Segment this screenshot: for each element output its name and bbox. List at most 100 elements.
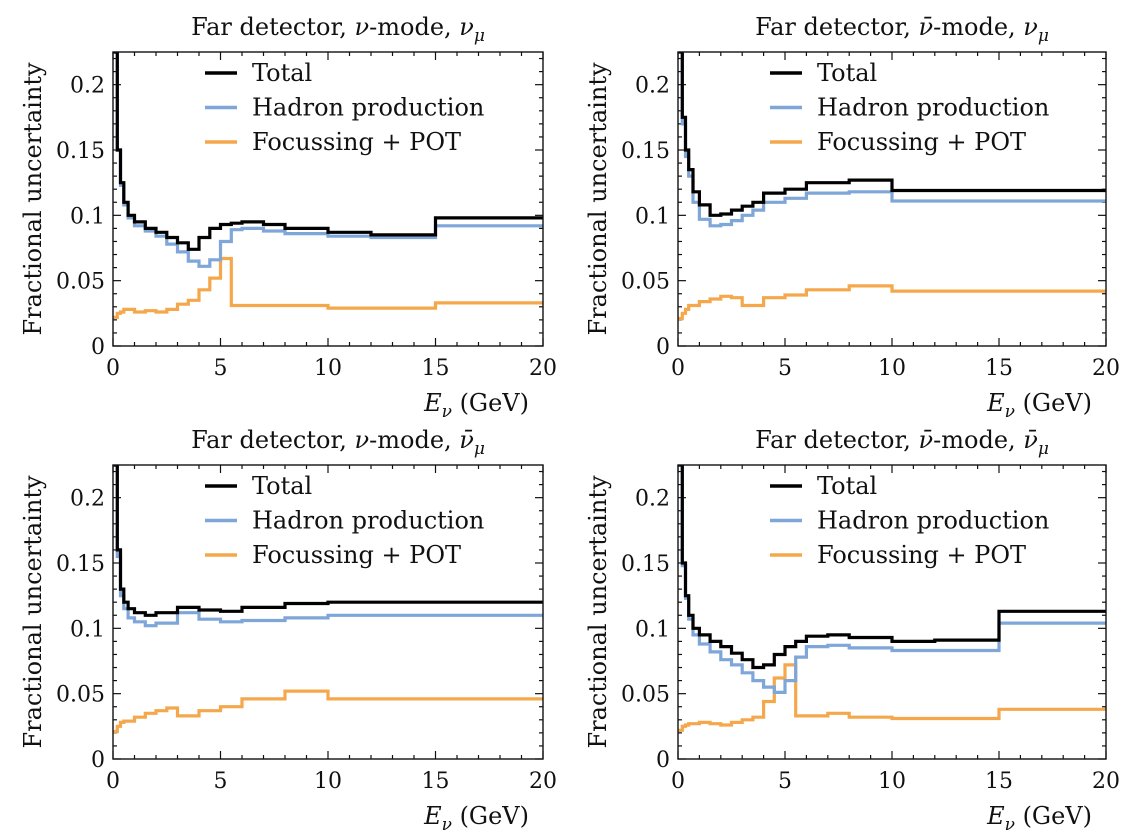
x-tick-label: 15 xyxy=(985,356,1013,381)
x-axis-symbol: E xyxy=(423,389,442,417)
legend-label: Hadron production xyxy=(817,507,1049,535)
x-tick-label: 5 xyxy=(778,356,792,381)
x-tick-label: 15 xyxy=(985,769,1013,794)
y-tick-label: 0.2 xyxy=(635,487,670,512)
x-tick-label: 10 xyxy=(878,769,906,794)
x-tick-label: 0 xyxy=(671,356,685,381)
series-line-total xyxy=(113,465,543,617)
x-axis-unit: (GeV) xyxy=(452,389,529,417)
y-axis-label: Fractional uncertainty xyxy=(584,475,612,748)
legend-label: Focussing + POT xyxy=(817,541,1026,569)
legend-label: Focussing + POT xyxy=(817,128,1026,156)
plot-frame xyxy=(112,51,544,347)
chart-title-subscript: μ xyxy=(474,26,485,46)
x-tick-label: 10 xyxy=(314,356,342,381)
y-tick-label: 0.15 xyxy=(621,552,670,577)
chart-title-part: ν xyxy=(459,13,474,41)
legend-label: Total xyxy=(252,472,312,500)
legend-label: Hadron production xyxy=(252,507,484,535)
x-tick-label: 20 xyxy=(529,769,557,794)
legend-label: Total xyxy=(817,472,877,500)
y-tick-label: 0.05 xyxy=(56,270,105,295)
y-tick-label: 0 xyxy=(656,335,670,360)
chart-title-part: -mode, xyxy=(369,426,459,454)
y-axis-label: Fractional uncertainty xyxy=(19,475,47,748)
chart-title-part: ν xyxy=(355,426,370,454)
chart-title-part: Far detector, xyxy=(755,13,918,41)
y-tick-label: 0 xyxy=(91,335,105,360)
plot-frame xyxy=(112,464,544,760)
chart-title-part: ν̄ xyxy=(919,13,934,41)
chart-title-part: ν̄ xyxy=(1023,426,1038,454)
chart-title-subscript: μ xyxy=(474,439,485,459)
y-tick-label: 0 xyxy=(91,748,105,773)
chart-title: Far detector, ν-mode, νμ xyxy=(191,13,485,46)
y-tick-label: 0.1 xyxy=(635,204,670,229)
x-tick-label: 20 xyxy=(1092,769,1120,794)
x-tick-label: 15 xyxy=(422,356,450,381)
chart-title-part: -mode, xyxy=(369,13,459,41)
legend-label: Total xyxy=(817,59,877,87)
chart-title-subscript: μ xyxy=(1038,439,1049,459)
y-tick-label: 0.15 xyxy=(56,139,105,164)
chart-title-part: -mode, xyxy=(933,13,1023,41)
y-tick-label: 0.1 xyxy=(70,617,105,642)
chart-title-part: ν xyxy=(1023,13,1038,41)
x-axis-label: Eν (GeV) xyxy=(986,802,1092,835)
y-tick-label: 0.2 xyxy=(70,74,105,99)
legend-label: Focussing + POT xyxy=(252,541,461,569)
x-axis-label: Eν (GeV) xyxy=(423,389,529,422)
series-line-focussing-pot xyxy=(113,256,543,319)
x-axis-label: Eν (GeV) xyxy=(986,389,1092,422)
chart-title-part: Far detector, xyxy=(755,426,918,454)
chart-title-part: ν̄ xyxy=(919,426,934,454)
chart-title: Far detector, ν-mode, ν̄μ xyxy=(191,426,485,459)
series-line-total xyxy=(678,465,1106,670)
x-tick-label: 0 xyxy=(671,769,685,794)
x-tick-label: 15 xyxy=(422,769,450,794)
chart-title: Far detector, ν̄-mode, ν̄μ xyxy=(755,426,1049,459)
x-axis-subscript: ν xyxy=(1005,815,1015,835)
legend-label: Focussing + POT xyxy=(252,128,461,156)
chart-title-subscript: μ xyxy=(1038,26,1049,46)
y-tick-label: 0.1 xyxy=(70,204,105,229)
series-line-hadron-production xyxy=(113,52,543,268)
x-axis-unit: (GeV) xyxy=(1015,389,1092,417)
y-tick-label: 0.05 xyxy=(621,270,670,295)
x-axis-symbol: E xyxy=(986,802,1005,830)
chart-title-part: -mode, xyxy=(933,426,1023,454)
x-axis-symbol: E xyxy=(423,802,442,830)
chart-title: Far detector, ν̄-mode, νμ xyxy=(755,13,1049,46)
y-tick-label: 0.05 xyxy=(621,683,670,708)
x-tick-label: 20 xyxy=(529,356,557,381)
series-line-focussing-pot xyxy=(678,284,1106,321)
chart-title-part: Far detector, xyxy=(191,426,354,454)
x-axis-unit: (GeV) xyxy=(452,802,529,830)
chart-title-part: ν xyxy=(355,13,370,41)
x-tick-label: 5 xyxy=(214,356,228,381)
series-line-total xyxy=(113,52,543,251)
y-tick-label: 0.05 xyxy=(56,683,105,708)
plot-frame xyxy=(677,464,1107,760)
y-axis-label: Fractional uncertainty xyxy=(19,62,47,335)
y-tick-label: 0.15 xyxy=(56,552,105,577)
x-axis-label: Eν (GeV) xyxy=(423,802,529,835)
x-tick-label: 20 xyxy=(1092,356,1120,381)
y-axis-label: Fractional uncertainty xyxy=(584,62,612,335)
series-line-focussing-pot xyxy=(113,689,543,734)
series-line-total xyxy=(678,52,1106,217)
y-tick-label: 0 xyxy=(656,748,670,773)
chart-title-part: Far detector, xyxy=(191,13,354,41)
chart-title-part: ν̄ xyxy=(459,426,474,454)
x-tick-label: 5 xyxy=(778,769,792,794)
x-axis-unit: (GeV) xyxy=(1015,802,1092,830)
x-axis-subscript: ν xyxy=(1005,402,1015,422)
x-axis-subscript: ν xyxy=(442,815,452,835)
x-tick-label: 0 xyxy=(106,769,120,794)
y-tick-label: 0.1 xyxy=(635,617,670,642)
y-tick-label: 0.2 xyxy=(70,487,105,512)
